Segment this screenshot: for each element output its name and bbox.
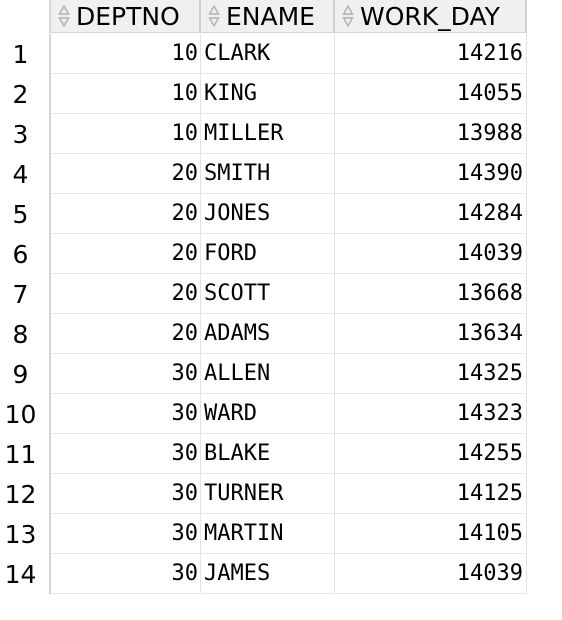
cell-ename[interactable]: FORD: [201, 234, 335, 274]
cell-work-day[interactable]: 14055: [335, 74, 527, 114]
table-row[interactable]: 9 30 ALLEN 14325: [0, 354, 527, 394]
table-row[interactable]: 6 20 FORD 14039: [0, 234, 527, 274]
table-row[interactable]: 7 20 SCOTT 13668: [0, 274, 527, 314]
row-number[interactable]: 5: [0, 194, 51, 234]
cell-deptno[interactable]: 20: [51, 194, 201, 234]
cell-deptno[interactable]: 10: [51, 114, 201, 154]
row-number[interactable]: 9: [0, 354, 51, 394]
row-number[interactable]: 8: [0, 314, 51, 354]
cell-ename[interactable]: CLARK: [201, 34, 335, 74]
cell-deptno[interactable]: 30: [51, 474, 201, 514]
sort-icon[interactable]: [206, 3, 222, 29]
cell-deptno[interactable]: 30: [51, 514, 201, 554]
cell-work-day[interactable]: 14325: [335, 354, 527, 394]
cell-work-day[interactable]: 14039: [335, 554, 527, 594]
cell-deptno[interactable]: 20: [51, 274, 201, 314]
cell-ename[interactable]: JAMES: [201, 554, 335, 594]
row-number[interactable]: 10: [0, 394, 51, 434]
cell-deptno[interactable]: 30: [51, 394, 201, 434]
cell-work-day[interactable]: 13668: [335, 274, 527, 314]
cell-ename[interactable]: SMITH: [201, 154, 335, 194]
cell-work-day[interactable]: 13988: [335, 114, 527, 154]
row-number[interactable]: 11: [0, 434, 51, 474]
cell-work-day[interactable]: 14216: [335, 34, 527, 74]
table-row[interactable]: 10 30 WARD 14323: [0, 394, 527, 434]
cell-ename[interactable]: ADAMS: [201, 314, 335, 354]
cell-ename[interactable]: TURNER: [201, 474, 335, 514]
column-header-label: ENAME: [226, 1, 315, 31]
grid-body: 1 10 CLARK 14216 2 10 KING 14055 3 10 MILLER 13988 4…: [0, 34, 527, 594]
table-row[interactable]: 5 20 JONES 14284: [0, 194, 527, 234]
cell-ename[interactable]: ALLEN: [201, 354, 335, 394]
table-row[interactable]: 1 10 CLARK 14216: [0, 34, 527, 74]
cell-work-day[interactable]: 14255: [335, 434, 527, 474]
row-number[interactable]: 1: [0, 34, 51, 74]
table-row[interactable]: 14 30 JAMES 14039: [0, 554, 527, 594]
row-number[interactable]: 4: [0, 154, 51, 194]
cell-work-day[interactable]: 14105: [335, 514, 527, 554]
cell-work-day[interactable]: 14284: [335, 194, 527, 234]
table-row[interactable]: 12 30 TURNER 14125: [0, 474, 527, 514]
cell-deptno[interactable]: 20: [51, 154, 201, 194]
cell-ename[interactable]: MARTIN: [201, 514, 335, 554]
cell-ename[interactable]: WARD: [201, 394, 335, 434]
table-row[interactable]: 3 10 MILLER 13988: [0, 114, 527, 154]
cell-deptno[interactable]: 20: [51, 314, 201, 354]
row-number[interactable]: 13: [0, 514, 51, 554]
header-row: DEPTNO ENAME WORK_DAY: [0, 0, 527, 34]
column-header-work-day[interactable]: WORK_DAY: [335, 0, 527, 33]
sort-icon[interactable]: [56, 3, 72, 29]
header-corner[interactable]: [0, 0, 51, 33]
column-header-label: WORK_DAY: [360, 1, 500, 31]
row-number[interactable]: 12: [0, 474, 51, 514]
table-row[interactable]: 11 30 BLAKE 14255: [0, 434, 527, 474]
cell-deptno[interactable]: 30: [51, 354, 201, 394]
column-header-deptno[interactable]: DEPTNO: [51, 0, 201, 33]
cell-ename[interactable]: JONES: [201, 194, 335, 234]
row-number[interactable]: 14: [0, 554, 51, 594]
column-header-ename[interactable]: ENAME: [201, 0, 335, 33]
table-row[interactable]: 2 10 KING 14055: [0, 74, 527, 114]
row-number[interactable]: 2: [0, 74, 51, 114]
row-number[interactable]: 6: [0, 234, 51, 274]
cell-ename[interactable]: MILLER: [201, 114, 335, 154]
cell-work-day[interactable]: 14039: [335, 234, 527, 274]
cell-deptno[interactable]: 20: [51, 234, 201, 274]
row-number[interactable]: 3: [0, 114, 51, 154]
table-row[interactable]: 4 20 SMITH 14390: [0, 154, 527, 194]
column-header-label: DEPTNO: [76, 1, 180, 31]
cell-ename[interactable]: KING: [201, 74, 335, 114]
cell-deptno[interactable]: 30: [51, 554, 201, 594]
table-row[interactable]: 8 20 ADAMS 13634: [0, 314, 527, 354]
cell-ename[interactable]: BLAKE: [201, 434, 335, 474]
cell-work-day[interactable]: 14390: [335, 154, 527, 194]
row-number[interactable]: 7: [0, 274, 51, 314]
sort-icon[interactable]: [340, 3, 356, 29]
results-grid: DEPTNO ENAME WORK_DAY 1 10 CLARK 14216 2 10 KI…: [0, 0, 527, 594]
cell-deptno[interactable]: 10: [51, 34, 201, 74]
cell-work-day[interactable]: 13634: [335, 314, 527, 354]
cell-deptno[interactable]: 10: [51, 74, 201, 114]
cell-work-day[interactable]: 14125: [335, 474, 527, 514]
cell-ename[interactable]: SCOTT: [201, 274, 335, 314]
cell-work-day[interactable]: 14323: [335, 394, 527, 434]
cell-deptno[interactable]: 30: [51, 434, 201, 474]
table-row[interactable]: 13 30 MARTIN 14105: [0, 514, 527, 554]
